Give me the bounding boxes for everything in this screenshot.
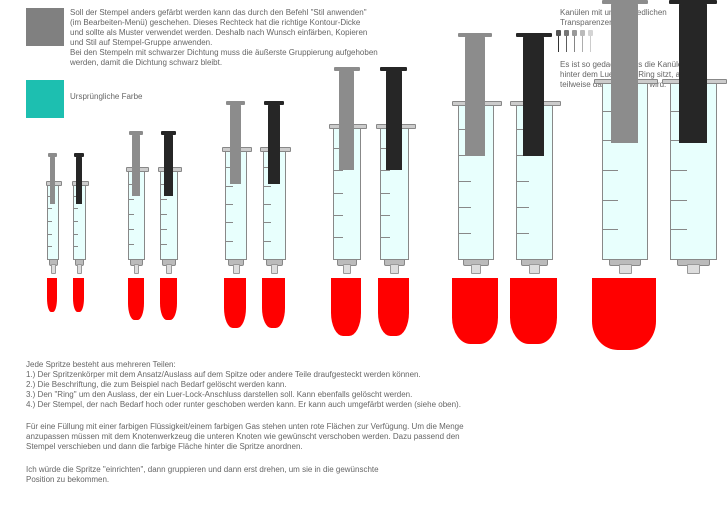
syringe-fill-flag	[224, 278, 246, 328]
syringe-plunger-cap	[74, 153, 84, 157]
syringe-fill-flag	[262, 278, 285, 328]
syringe-tip	[271, 264, 278, 274]
syringe-plunger	[132, 134, 140, 196]
syringe-fill-flag	[73, 278, 84, 312]
syringe-fill-flag	[160, 278, 177, 320]
syringe-tip	[51, 264, 56, 274]
syringe-tip	[619, 264, 632, 274]
syringe-tip	[343, 264, 352, 274]
syringe-plunger-cap	[458, 33, 492, 37]
syringe-plunger	[50, 156, 55, 204]
syringe-fill-flag	[47, 278, 57, 312]
syringe-plunger	[268, 104, 280, 184]
syringe-plunger-cap	[129, 131, 143, 135]
syringe-tip	[134, 264, 140, 274]
syringe-plunger-cap	[669, 0, 717, 4]
syringe-row	[0, 0, 728, 360]
syringe-plunger-cap	[161, 131, 176, 135]
bottom-block-1: Jede Spritze besteht aus mehreren Teilen…	[26, 360, 586, 410]
syringe-tip	[233, 264, 240, 274]
syringe-plunger	[230, 104, 241, 184]
syringe-tip	[471, 264, 482, 274]
syringe-tip	[687, 264, 700, 274]
syringe-plunger-cap	[48, 153, 57, 157]
syringe-plunger	[611, 3, 638, 143]
syringe-fill-flag	[510, 278, 557, 344]
syringe-tip	[390, 264, 399, 274]
bottom-block-2: Für eine Füllung mit einer farbigen Flüs…	[26, 422, 616, 452]
syringe-plunger-cap	[334, 67, 360, 71]
bottom-block-3: Ich würde die Spritze "einrichten", dann…	[26, 465, 586, 485]
syringe-tip	[529, 264, 540, 274]
syringe-plunger-cap	[264, 101, 284, 105]
syringe-plunger	[523, 36, 544, 156]
syringe-fill-flag	[378, 278, 409, 336]
syringe-plunger	[465, 36, 485, 156]
syringe-plunger	[339, 70, 354, 170]
syringe-fill-flag	[331, 278, 361, 336]
syringe-plunger-cap	[602, 0, 648, 4]
syringe-fill-flag	[452, 278, 498, 344]
syringe-plunger-cap	[516, 33, 552, 37]
syringe-fill-flag	[592, 278, 656, 350]
syringe-plunger	[164, 134, 173, 196]
syringe-plunger	[76, 156, 82, 204]
syringe-tip	[166, 264, 172, 274]
syringe-plunger	[386, 70, 402, 170]
syringe-plunger-cap	[226, 101, 245, 105]
syringe-plunger	[679, 3, 707, 143]
syringe-tip	[77, 264, 82, 274]
syringe-fill-flag	[128, 278, 144, 320]
syringe-plunger-cap	[380, 67, 407, 71]
diagram-root: { "colors":{ "gray":"#808080", "teal":"#…	[0, 0, 728, 512]
